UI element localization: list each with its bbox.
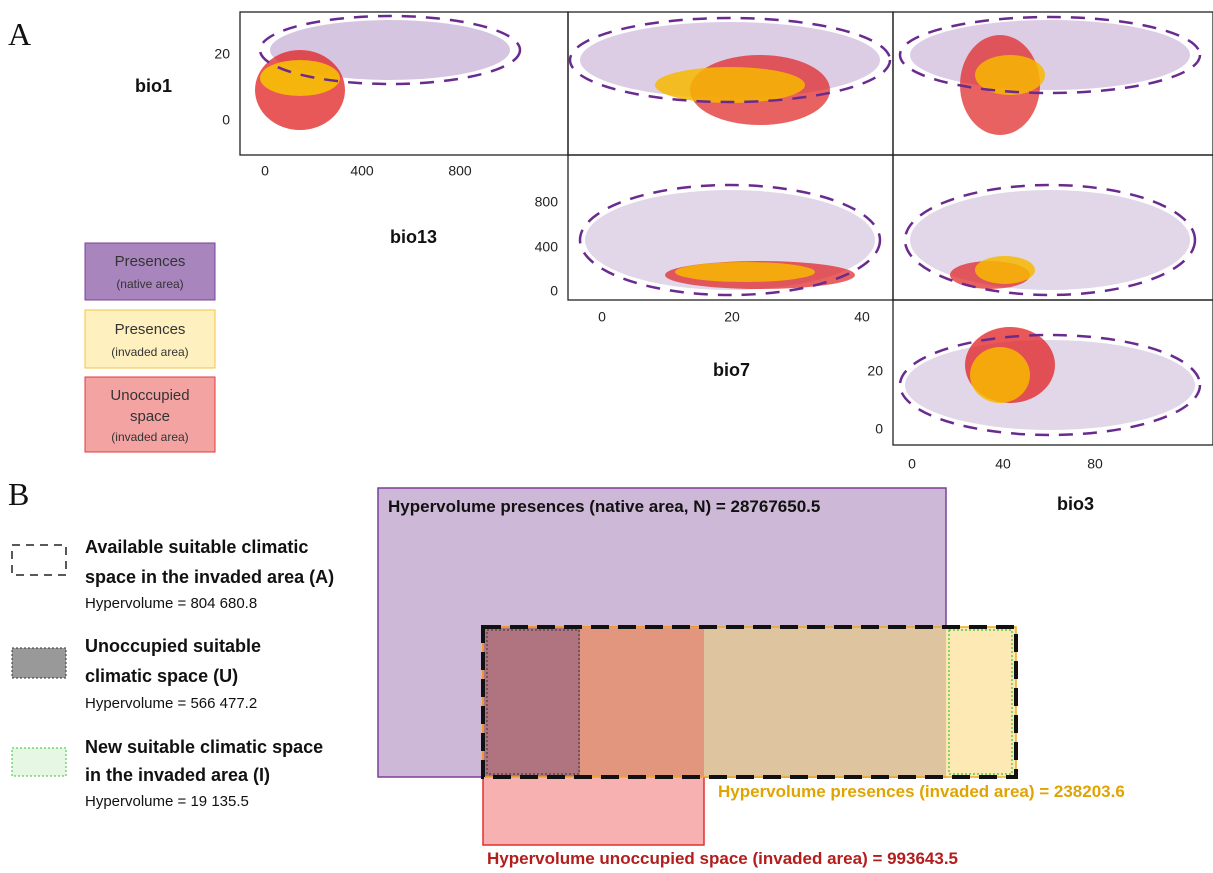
legend-title: climatic space (U)	[85, 666, 238, 686]
new-space-region	[946, 627, 1016, 777]
legend-value: Hypervolume = 804 680.8	[85, 595, 257, 612]
legend-label: Presences	[115, 253, 186, 270]
cloud-blob	[568, 16, 892, 104]
legend-note: (invaded area)	[111, 345, 188, 359]
unoccupied-suitable-outline	[486, 629, 580, 775]
legend-title: Available suitable climatic	[85, 537, 308, 557]
cloud-blob	[578, 183, 882, 297]
diagram-label: Hypervolume presences (invaded area) = 2…	[718, 782, 1125, 801]
y-tick-label: 800	[535, 194, 559, 210]
plot-frames	[239, 11, 1213, 446]
x-tick-label: 400	[350, 163, 374, 179]
x-tick-label: 0	[261, 163, 269, 179]
cloud-blob	[903, 183, 1197, 297]
new-space-outline	[948, 629, 1013, 775]
x-tick-label: 0	[908, 456, 916, 472]
legend-label: Unoccupied	[110, 387, 189, 404]
overlap-region	[580, 627, 704, 777]
x-tick-label: 0	[598, 309, 606, 325]
overlap-region	[704, 627, 946, 777]
variable-label: bio7	[713, 360, 750, 380]
legend-swatch	[11, 544, 67, 576]
x-tick-label: 40	[995, 456, 1011, 472]
y-tick-label: 0	[222, 112, 230, 128]
panel-label: B	[8, 476, 29, 512]
x-tick-label: 20	[724, 309, 740, 325]
diagram-label: Hypervolume unoccupied space (invaded ar…	[487, 849, 958, 868]
cloud-blob	[258, 14, 522, 86]
variable-label: bio13	[390, 227, 437, 247]
legend-title: in the invaded area (I)	[85, 765, 270, 785]
legend-value: Hypervolume = 566 477.2	[85, 695, 257, 712]
diagram-label: Hypervolume presences (native area, N) =…	[388, 497, 820, 516]
x-tick-label: 40	[854, 309, 870, 325]
legend-title: space in the invaded area (A)	[85, 567, 334, 587]
legend-swatch	[84, 242, 216, 301]
variable-label: bio3	[1057, 494, 1094, 514]
cloud-blob	[970, 347, 1030, 403]
cloud-blob	[675, 262, 815, 282]
plot-frame	[892, 299, 1213, 446]
x-tick-label: 800	[448, 163, 472, 179]
legend-title: New suitable climatic space	[85, 737, 323, 757]
cloud-blob	[975, 256, 1035, 284]
cloud-blob	[898, 333, 1202, 437]
y-tick-label: 0	[875, 421, 883, 437]
cloud-blob	[975, 55, 1045, 95]
legend-swatch	[11, 747, 67, 777]
legend-label: space	[130, 408, 170, 425]
y-tick-label: 20	[867, 363, 883, 379]
legend-swatch	[84, 309, 216, 369]
legend-label: Presences	[115, 321, 186, 338]
panel-label: A	[8, 16, 31, 52]
legend-title: Unoccupied suitable	[85, 636, 261, 656]
cloud-blob	[898, 15, 1202, 95]
available-space-outline	[481, 625, 1018, 779]
legend-swatch	[84, 376, 216, 453]
y-tick-label: 400	[535, 239, 559, 255]
legend-value: Hypervolume = 19 135.5	[85, 793, 249, 810]
variable-label: bio1	[135, 76, 172, 96]
y-tick-label: 0	[550, 283, 558, 299]
y-tick-label: 20	[214, 46, 230, 62]
legend-swatch	[11, 647, 67, 679]
overlap-region	[483, 627, 580, 777]
cloud-blob	[910, 20, 1190, 90]
point-clouds	[255, 14, 1202, 437]
x-tick-label: 80	[1087, 456, 1103, 472]
legend-note: (invaded area)	[111, 430, 188, 444]
legend-note: (native area)	[116, 277, 183, 291]
cloud-blob	[655, 67, 805, 103]
cloud-blob	[260, 60, 340, 96]
